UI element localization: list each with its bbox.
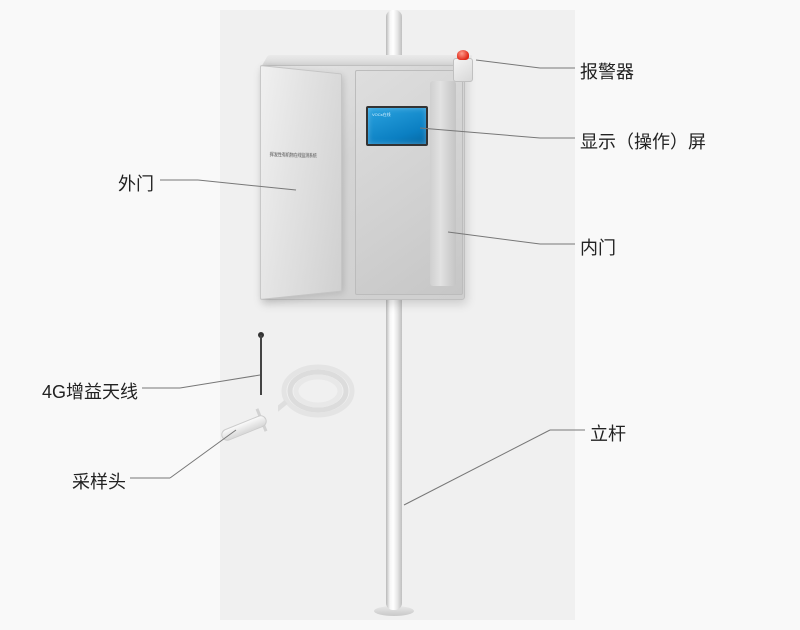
sampler-head	[219, 413, 268, 442]
inner-door-ridge	[430, 81, 456, 286]
label-outer-door: 外门	[118, 170, 154, 196]
diagram-stage: VOCs在线 挥发性有机物在线监测系统	[220, 10, 575, 620]
cable-coil	[278, 362, 356, 420]
display-screen: VOCs在线	[366, 106, 428, 146]
label-screen: 显示（操作）屏	[580, 128, 706, 154]
outer-door: 挥发性有机物在线监测系统	[260, 65, 342, 300]
inner-door	[355, 70, 463, 295]
label-sampler: 采样头	[72, 468, 126, 494]
device-label-text: 挥发性有机物在线监测系统	[270, 151, 317, 159]
alarm-housing	[453, 58, 473, 82]
label-antenna: 4G增益天线	[42, 378, 138, 404]
label-alarm: 报警器	[580, 58, 634, 84]
screen-caption: VOCs在线	[372, 112, 391, 118]
label-pole: 立杆	[590, 420, 626, 446]
antenna-rod	[260, 335, 262, 395]
label-inner-door: 内门	[580, 234, 616, 260]
alarm-light	[457, 50, 469, 60]
